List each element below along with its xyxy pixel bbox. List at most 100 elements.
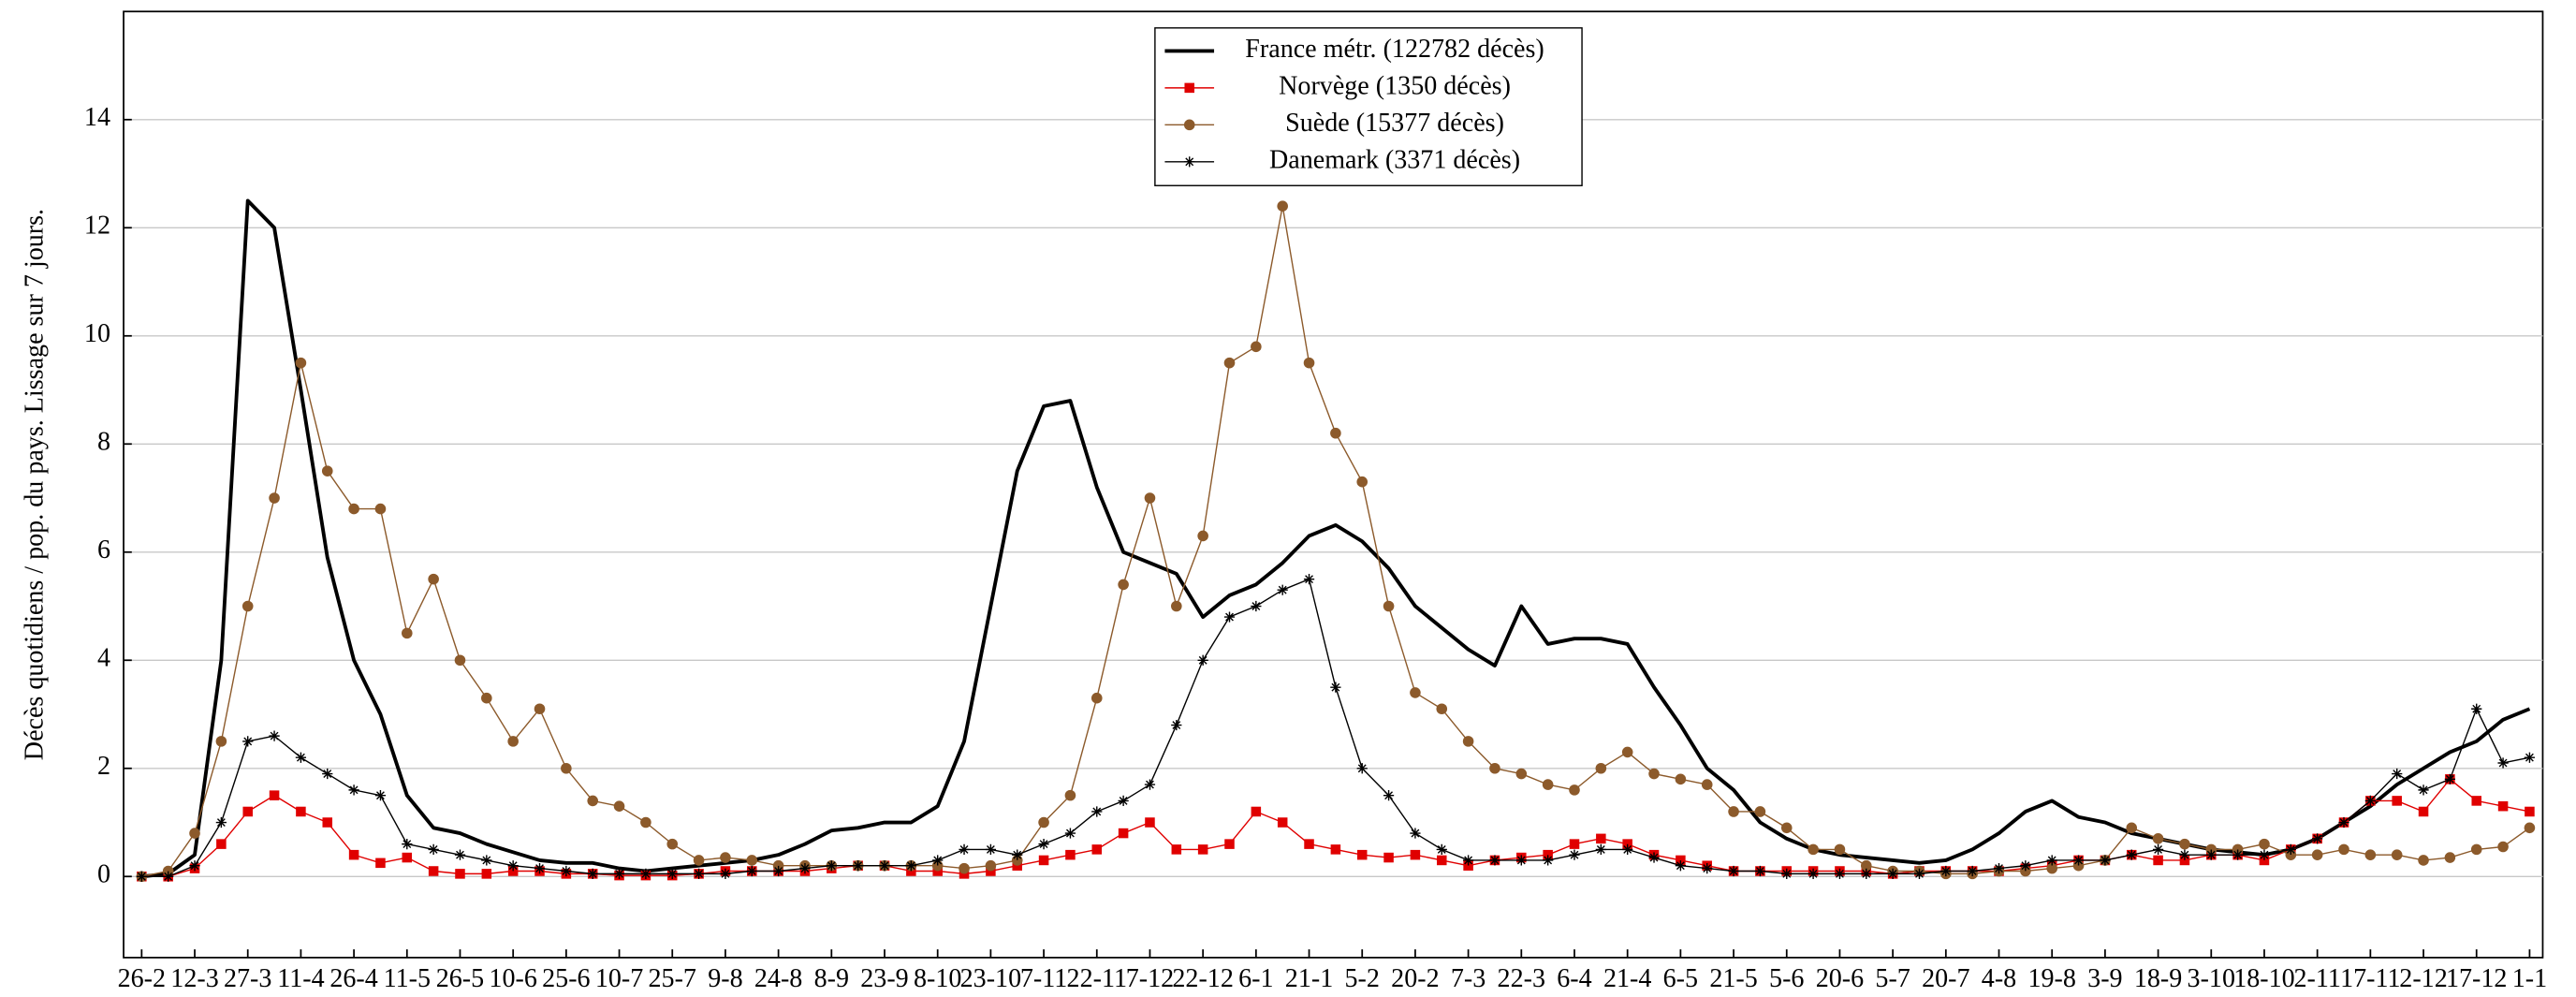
- point: [587, 868, 598, 879]
- point: [985, 843, 997, 856]
- point: [1144, 779, 1156, 790]
- legend-label: France métr. (122782 décès): [1245, 35, 1544, 64]
- point: [1702, 862, 1713, 874]
- point: [640, 868, 651, 879]
- point: [2072, 855, 2085, 866]
- point: [2392, 768, 2403, 780]
- point: [2364, 795, 2376, 807]
- point: [2152, 843, 2164, 856]
- point: [932, 855, 944, 866]
- x-tick-label: 21-5: [1709, 964, 1757, 993]
- series-line: [141, 778, 2530, 877]
- point: [720, 868, 731, 879]
- point: [1251, 341, 1262, 353]
- point: [1808, 843, 1819, 856]
- point: [2232, 849, 2244, 860]
- x-tick-label: 11-4: [277, 964, 324, 993]
- point: [1118, 795, 1129, 807]
- point: [2525, 806, 2535, 817]
- point: [1171, 844, 1182, 855]
- x-tick-label: 23-9: [860, 964, 908, 993]
- x-tick-label: 26-4: [329, 964, 377, 993]
- x-tick-label: 26-2: [118, 964, 166, 993]
- point: [826, 860, 837, 872]
- point: [374, 503, 387, 515]
- point: [2391, 849, 2403, 860]
- point: [1728, 806, 1739, 817]
- point: [2259, 838, 2270, 850]
- legend-label: Suède (15377 décès): [1285, 109, 1504, 138]
- point: [2153, 855, 2163, 866]
- point: [2418, 806, 2429, 817]
- point: [481, 869, 492, 879]
- point: [1808, 868, 1819, 879]
- point: [2259, 855, 2270, 866]
- point: [1436, 703, 1448, 715]
- point: [1781, 868, 1793, 879]
- point: [296, 806, 306, 817]
- point: [1754, 865, 1766, 877]
- point: [2444, 852, 2456, 863]
- point: [189, 828, 200, 839]
- x-tick-label: 26-5: [436, 964, 484, 993]
- point: [746, 855, 758, 866]
- y-tick-label: 4: [97, 644, 110, 673]
- point: [295, 752, 307, 763]
- point: [2444, 773, 2455, 784]
- point: [1675, 860, 1686, 872]
- point: [1569, 784, 1580, 796]
- point: [1861, 868, 1872, 879]
- point: [348, 849, 359, 860]
- point: [1356, 476, 1368, 488]
- point: [1754, 806, 1766, 817]
- point: [2312, 833, 2323, 844]
- x-tick-label: 2-11: [2293, 964, 2340, 993]
- point: [428, 843, 439, 856]
- point: [1356, 849, 1368, 860]
- y-tick-label: 0: [97, 860, 110, 889]
- point: [348, 784, 359, 796]
- point: [428, 866, 439, 876]
- point: [1197, 530, 1208, 542]
- point: [1462, 736, 1474, 747]
- point: [1462, 855, 1474, 866]
- series-line: [141, 578, 2530, 877]
- point: [2497, 841, 2509, 853]
- point: [1251, 600, 1262, 612]
- point: [2126, 822, 2138, 834]
- series-line: [141, 198, 2531, 879]
- y-tick-label: 2: [97, 752, 110, 781]
- point: [1622, 839, 1632, 849]
- point: [402, 627, 413, 639]
- point: [1887, 868, 1898, 879]
- point: [1596, 833, 1606, 844]
- point: [1304, 839, 1314, 849]
- point: [534, 703, 546, 715]
- legend-marker: [1183, 119, 1195, 131]
- point: [1569, 839, 1580, 849]
- x-tick-label: 17-12: [2446, 964, 2507, 993]
- point: [507, 736, 519, 747]
- x-tick-label: 23-10: [960, 964, 1021, 993]
- x-tick-label: 17-11: [2340, 964, 2400, 993]
- point: [2338, 816, 2349, 828]
- legend-label: Norvège (1350 décès): [1279, 71, 1511, 100]
- x-tick-label: 27-3: [224, 964, 271, 993]
- point: [1410, 687, 1421, 698]
- point: [163, 871, 174, 882]
- point: [402, 839, 413, 850]
- x-tick-label: 22-12: [1172, 964, 1233, 993]
- point: [1303, 357, 1315, 369]
- point: [2470, 843, 2482, 856]
- point: [1065, 849, 1076, 860]
- point: [2524, 822, 2536, 834]
- point: [1543, 855, 1554, 866]
- point: [1038, 839, 1049, 850]
- point: [136, 871, 147, 882]
- point: [2020, 860, 2031, 872]
- point: [1622, 843, 1633, 856]
- point: [2285, 843, 2296, 856]
- point: [879, 860, 890, 872]
